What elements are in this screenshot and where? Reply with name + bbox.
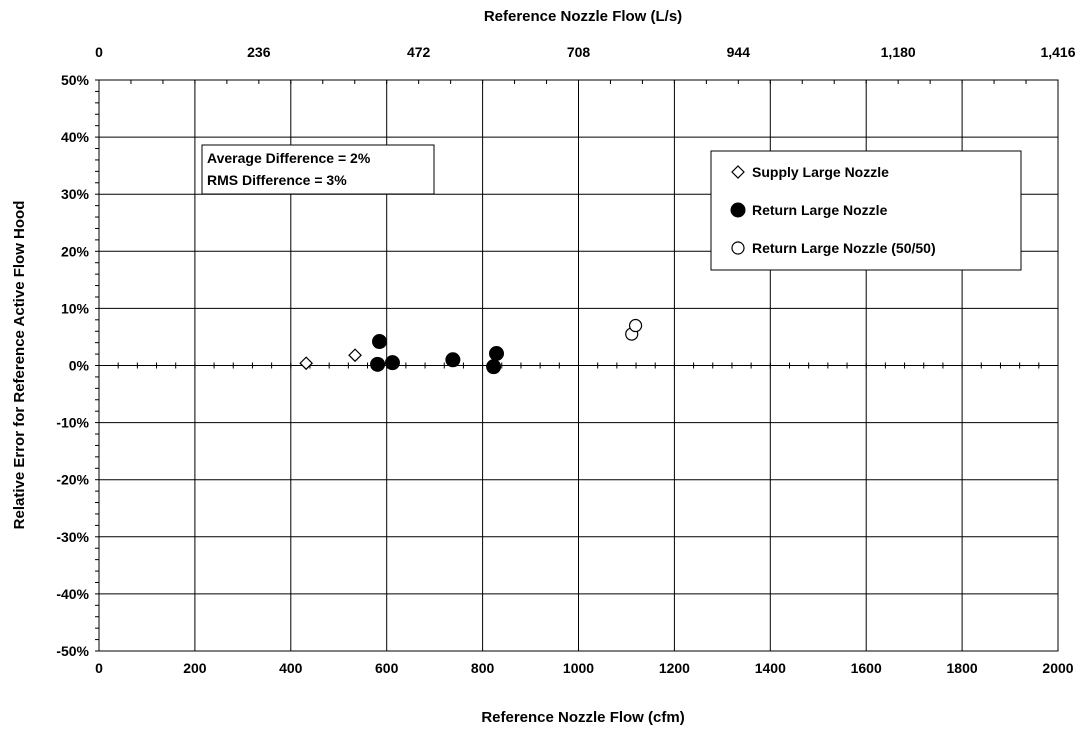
average-difference-text: Average Difference = 2% [207, 150, 371, 166]
x-tick-label: 1600 [851, 660, 882, 676]
y-tick-label: 50% [61, 72, 90, 88]
data-point [445, 352, 461, 368]
x-tick-label: 1800 [947, 660, 978, 676]
data-point [372, 334, 388, 350]
x2-tick-label: 708 [567, 44, 591, 60]
x-tick-label: 800 [471, 660, 495, 676]
x-tick-label: 1200 [659, 660, 690, 676]
x2-tick-label: 944 [727, 44, 751, 60]
data-point [489, 346, 505, 362]
y-tick-label: 0% [69, 358, 90, 374]
x-tick-label: 1400 [755, 660, 786, 676]
x2-axis-title: Reference Nozzle Flow (L/s) [484, 8, 682, 25]
x2-tick-label: 0 [95, 44, 103, 60]
data-point [348, 348, 362, 363]
data-point [486, 359, 502, 375]
x-tick-label: 1000 [563, 660, 594, 676]
x2-tick-label: 1,180 [881, 44, 916, 60]
y-tick-label: -10% [56, 415, 89, 431]
y-tick-label: 30% [61, 186, 90, 202]
stats-annotation-box: Average Difference = 2% RMS Difference =… [201, 144, 435, 195]
x2-tick-label: 472 [407, 44, 431, 60]
y-tick-label: -50% [56, 643, 89, 659]
legend-marker [731, 165, 745, 179]
y-axis-title: Relative Error for Reference Active Flow… [11, 201, 28, 530]
data-points [299, 318, 643, 375]
legend-label: Return Large Nozzle [752, 202, 888, 218]
y-tick-label: -20% [56, 472, 89, 488]
y-tick-label: -30% [56, 529, 89, 545]
x-tick-label: 200 [183, 660, 207, 676]
rms-difference-text: RMS Difference = 3% [207, 172, 347, 188]
y-tick-label: 40% [61, 129, 90, 145]
x-tick-label: 2000 [1042, 660, 1073, 676]
y-tick-label: -40% [56, 586, 89, 602]
legend-marker [731, 241, 745, 255]
x-tick-label: 0 [95, 660, 103, 676]
data-point [370, 356, 386, 372]
x-tick-label: 600 [375, 660, 399, 676]
x2-tick-label: 1,416 [1040, 44, 1075, 60]
axes: 0 200 400 600 800 1000 1200 1400 1600 1800 2000 0 23… [56, 44, 1075, 676]
x-tick-label: 400 [279, 660, 303, 676]
legend-label: Supply Large Nozzle [752, 164, 889, 180]
legend-label: Return Large Nozzle (50/50) [752, 240, 936, 256]
data-point [384, 355, 400, 371]
data-point [299, 356, 313, 371]
x2-tick-label: 236 [247, 44, 271, 60]
legend-marker [730, 202, 746, 218]
x-axis-title: Reference Nozzle Flow (cfm) [481, 709, 684, 726]
y-tick-label: 20% [61, 243, 90, 259]
y-tick-label: 10% [61, 300, 90, 316]
legend: Supply Large Nozzle Return Large Nozzle Re… [710, 150, 1022, 271]
data-point [628, 318, 643, 333]
